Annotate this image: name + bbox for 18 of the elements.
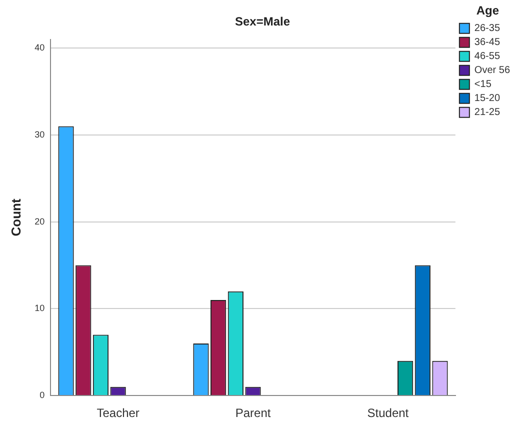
y-tick-label: 0: [40, 390, 45, 400]
chart-title: Sex=Male: [234, 14, 290, 29]
legend-label: <15: [474, 79, 492, 90]
y-axis-title: Count: [8, 198, 24, 236]
legend-title: Age: [476, 3, 500, 18]
y-tick-label: 40: [34, 42, 45, 53]
y-tick-label: 10: [34, 303, 45, 314]
x-tick-label: Student: [367, 406, 410, 420]
legend-label: Over 56: [474, 65, 510, 76]
x-tick-label: Parent: [235, 406, 272, 420]
y-tick-label: 30: [34, 129, 45, 140]
legend-label: 21-25: [474, 107, 500, 118]
legend-label: 46-55: [474, 51, 500, 62]
legend-label: 36-45: [474, 37, 500, 48]
legend-label: 15-20: [474, 93, 500, 104]
legend-label: 26-35: [474, 23, 500, 34]
y-tick-label: 20: [34, 216, 45, 226]
x-tick-label: Teacher: [96, 406, 140, 420]
